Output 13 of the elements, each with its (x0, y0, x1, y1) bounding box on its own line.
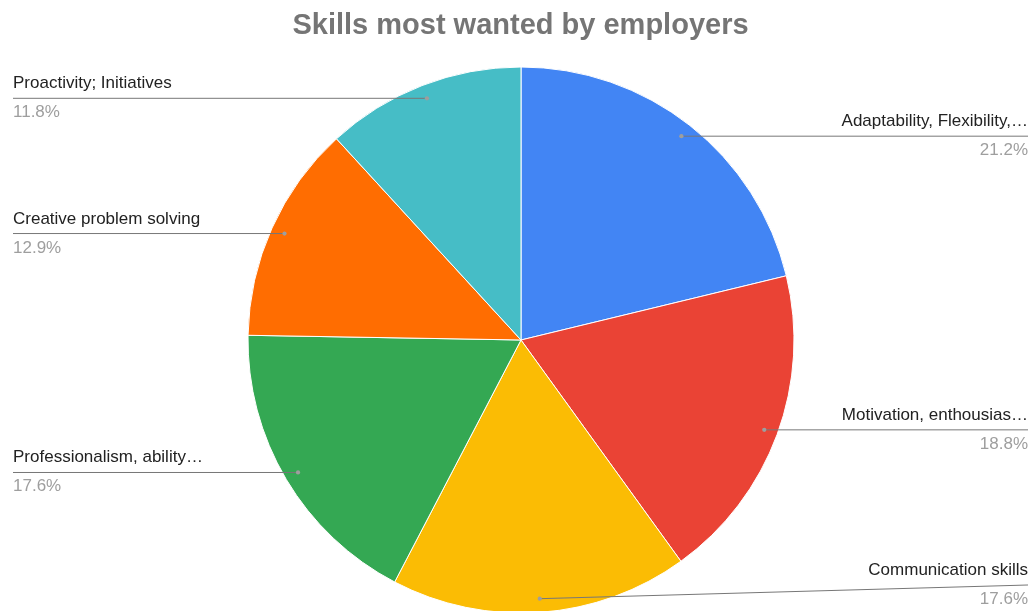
slice-label: Creative problem solving (13, 208, 201, 228)
slice-label: Motivation, enthousias… (841, 404, 1028, 424)
data-label: 11.8% (13, 102, 60, 122)
slice-label: Adaptability, Flexibility,… (841, 111, 1028, 131)
data-label: 17.6% (979, 589, 1028, 608)
data-label: 21.2% (979, 140, 1028, 160)
data-label: 18.8% (979, 433, 1028, 453)
slice-label: Communication skills (868, 560, 1028, 579)
slice-label: Professionalism, ability… (13, 447, 203, 467)
data-label: 12.9% (13, 237, 62, 257)
chart-title: Skills most wanted by employers (292, 8, 749, 40)
slice-label: Proactivity; Initiatives (13, 73, 172, 93)
data-label: 17.6% (13, 476, 62, 496)
